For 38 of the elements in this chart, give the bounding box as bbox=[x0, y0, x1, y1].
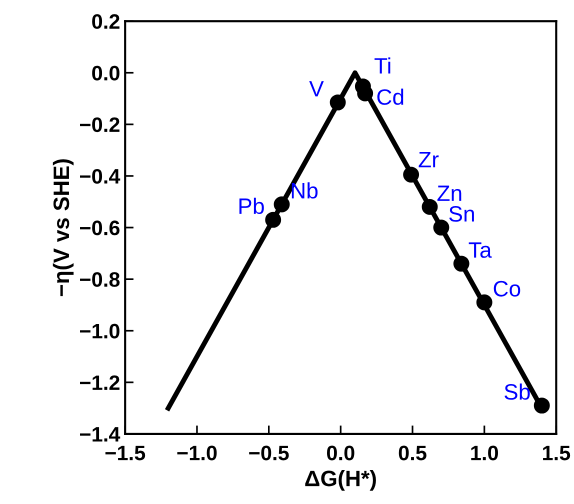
annotation: Sb bbox=[504, 383, 530, 400]
y-tick-label: 0.2 bbox=[92, 14, 120, 29]
point bbox=[476, 294, 492, 310]
y-axis-title: −η(V vs SHE) bbox=[52, 159, 74, 296]
point bbox=[422, 198, 438, 215]
annotation: V bbox=[309, 81, 324, 96]
y-tick-label: −1.2 bbox=[80, 375, 120, 390]
point bbox=[330, 94, 346, 110]
y-tick-label: −0.8 bbox=[80, 272, 120, 287]
x-tick-label: −1.0 bbox=[177, 446, 217, 460]
point bbox=[453, 256, 470, 272]
y-tick-label: −0.2 bbox=[80, 117, 120, 132]
y-tick-label: −0.6 bbox=[80, 220, 120, 236]
y-tick-label: −0.4 bbox=[80, 168, 120, 184]
annotation: Ti bbox=[374, 57, 390, 74]
annotation: Pb bbox=[239, 198, 264, 214]
annotation: Cd bbox=[377, 88, 404, 105]
y-tick-label: 0.0 bbox=[92, 66, 120, 81]
y-tick-label: −1.0 bbox=[80, 324, 120, 339]
point bbox=[265, 212, 282, 228]
x-tick-label: 1.0 bbox=[471, 446, 498, 460]
x-tick-label: −1.5 bbox=[105, 446, 146, 460]
x-tick-label: 0.5 bbox=[398, 446, 426, 460]
x-tick-label: 1.5 bbox=[543, 446, 570, 460]
annotation: Nb bbox=[292, 182, 318, 199]
annotation: Sn bbox=[449, 206, 474, 222]
annotation: Co bbox=[494, 280, 520, 297]
annotation: Zr bbox=[418, 152, 439, 168]
annotation: Zn bbox=[437, 186, 462, 201]
point bbox=[403, 166, 420, 183]
point bbox=[534, 398, 550, 414]
point bbox=[433, 220, 450, 236]
y-tick-label: −1.4 bbox=[80, 427, 120, 442]
annotation: Ta bbox=[468, 242, 492, 258]
x-tick-label: 0.0 bbox=[327, 446, 354, 460]
point bbox=[274, 196, 290, 212]
x-tick-label: −0.5 bbox=[249, 446, 289, 460]
x-axis-title: ΔG(H*) bbox=[305, 470, 376, 491]
